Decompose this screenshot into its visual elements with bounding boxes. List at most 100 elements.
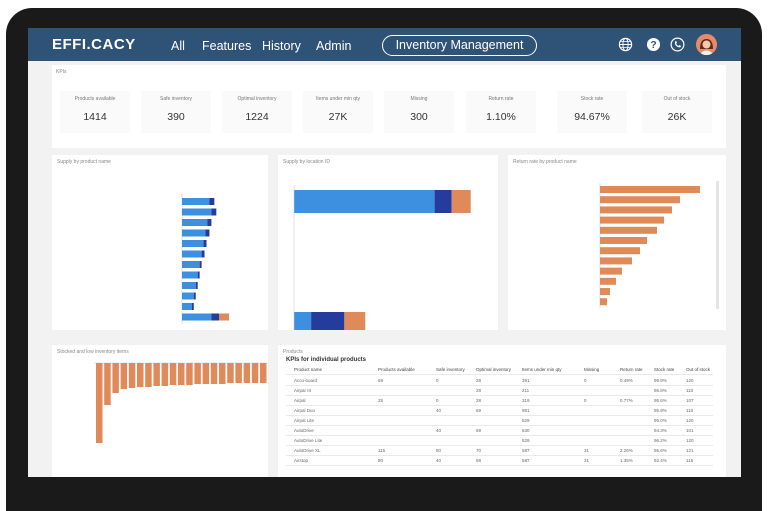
bar xyxy=(211,313,220,321)
table-cell: 96.9% xyxy=(654,378,667,383)
table-cell: Products available xyxy=(378,367,415,372)
table-cell: 391 xyxy=(522,378,530,383)
table-row[interactable]: AutoDrive XL 115 80 70 587 31 2.26% 95.6% 121 xyxy=(286,446,713,456)
table-cell: 0 xyxy=(436,398,439,403)
kpi-out-of-stock: Out of stock 26K xyxy=(642,91,712,133)
table-cell: 70 xyxy=(476,448,482,453)
bar xyxy=(600,288,610,295)
bar xyxy=(207,219,212,226)
bar xyxy=(211,208,217,216)
help-icon[interactable]: ? xyxy=(646,37,661,52)
chart-supply-by-product: Supply by product name xyxy=(52,155,268,330)
nav-history[interactable]: History xyxy=(262,39,301,53)
table-row[interactable]: Accu-board 68 0 28 391 0 0.49% 96.9% 120 xyxy=(286,376,713,386)
table-cell: Missing xyxy=(584,367,600,372)
table-cell: 530 xyxy=(522,428,530,433)
table-cell: 110 xyxy=(686,408,694,413)
table-cell: Airpal Duo xyxy=(294,408,316,413)
bar xyxy=(600,277,616,285)
bar xyxy=(600,226,657,234)
bar xyxy=(202,363,210,384)
bar xyxy=(260,363,267,383)
scrollbar xyxy=(716,181,719,309)
table-cell: 92.4% xyxy=(654,458,667,463)
bar xyxy=(344,312,366,330)
table-cell: 529 xyxy=(522,438,530,443)
stocked-low-plot xyxy=(94,362,268,443)
nav-features[interactable]: Features xyxy=(202,39,252,53)
bar xyxy=(182,261,200,268)
top-navigation-bar: EFFI.CACY All Features History Admin Inv… xyxy=(28,28,741,61)
table-row[interactable]: Airpar III 28 211 96.8% 110 xyxy=(286,386,713,396)
bar xyxy=(120,363,128,389)
table-cell: Accu-board xyxy=(294,378,318,383)
kpi-items-under-min: Items under min qty 27K xyxy=(303,91,373,133)
bar xyxy=(161,363,169,386)
chart-title: Supply by location ID xyxy=(283,159,330,165)
kpi-safe-inventory: Safe inventory 390 xyxy=(141,91,211,133)
table-cell: 587 xyxy=(522,458,530,463)
table-row[interactable]: Airstop 80 40 58 587 31 1.35% 92.4% 115 xyxy=(286,456,713,466)
return-rate-plot xyxy=(599,181,719,309)
table-row[interactable]: Airpal Duo 40 69 981 95.9% 110 xyxy=(286,406,713,416)
bar xyxy=(235,363,242,383)
table-cell: 120 xyxy=(686,418,694,423)
table-cell: Product name xyxy=(294,367,323,372)
table-cell: 319 xyxy=(522,398,530,403)
table-cell: 0 xyxy=(584,398,587,403)
table-cell: AutoDrive Lite xyxy=(294,438,323,443)
table-row[interactable]: AutoDrive 40 69 530 94.3% 101 xyxy=(286,426,713,436)
table-cell: 0.77% xyxy=(620,398,633,403)
bar xyxy=(182,292,194,300)
bar xyxy=(169,363,177,385)
table-cell: 28 xyxy=(476,398,482,403)
table-cell: Safe inventory xyxy=(436,367,465,372)
phone-icon[interactable] xyxy=(670,37,685,52)
dashboard-content: KPIs Products available 1414 Safe invent… xyxy=(28,61,741,477)
table-cell: Out of stock xyxy=(686,367,711,372)
table-row[interactable]: AutoDrive Lite 529 96.2% 120 xyxy=(286,436,713,446)
bar xyxy=(182,240,204,247)
app-logo[interactable]: EFFI.CACY xyxy=(52,36,136,53)
nav-admin[interactable]: Admin xyxy=(316,39,352,53)
nav-all[interactable]: All xyxy=(171,39,185,53)
table-cell: 40 xyxy=(436,408,442,413)
table-cell: 110 xyxy=(686,388,694,393)
bar xyxy=(600,267,622,275)
bar xyxy=(182,250,202,258)
kpi-section-title: KPIs xyxy=(56,69,67,75)
avatar[interactable] xyxy=(696,34,717,55)
bar xyxy=(182,303,192,310)
bar xyxy=(451,190,471,213)
table-cell: 115 xyxy=(378,448,386,453)
bar xyxy=(600,237,647,244)
bar xyxy=(128,363,136,388)
table-subtitle: KPIs for individual products xyxy=(286,357,367,363)
bar xyxy=(153,363,160,386)
table-cell: 95.6% xyxy=(654,398,667,403)
module-button-inventory-management[interactable]: Inventory Management xyxy=(382,35,537,56)
screen: EFFI.CACY All Features History Admin Inv… xyxy=(28,28,741,477)
globe-icon[interactable] xyxy=(618,37,633,52)
table-cell: Return rate xyxy=(620,367,643,372)
table-cell: 587 xyxy=(522,448,530,453)
table-row[interactable]: Airpal Lite 529 95.0% 120 xyxy=(286,416,713,426)
kpi-stock-rate: Stock rate 94.67% xyxy=(557,91,627,133)
table-cell: 69 xyxy=(476,408,482,413)
bar xyxy=(137,363,144,387)
bar xyxy=(243,363,251,383)
products-table-card: Products KPIs for individual products Pr… xyxy=(278,345,726,477)
table-cell: 0.49% xyxy=(620,378,633,383)
chart-supply-by-location: Supply by location ID xyxy=(278,155,498,330)
table-row[interactable]: Airpal 25 0 28 319 0 0.77% 95.6% 107 xyxy=(286,396,713,406)
table-cell: 115 xyxy=(686,458,694,463)
table-header[interactable]: Product name Products available Safe inven… xyxy=(286,365,713,375)
table-cell: 95.9% xyxy=(654,408,667,413)
bar xyxy=(209,198,215,205)
table-cell: Optimal inventory xyxy=(476,367,512,372)
bar xyxy=(294,312,312,330)
bar xyxy=(186,363,193,385)
table-cell: 69 xyxy=(476,428,482,433)
table-cell: 28 xyxy=(476,388,482,393)
bar xyxy=(434,190,452,213)
